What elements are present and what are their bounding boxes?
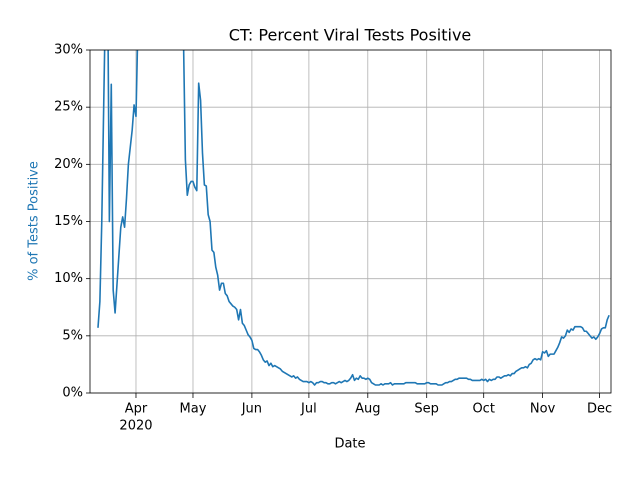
plot-area (97, 50, 610, 386)
y-axis-label: % of Tests Positive (27, 161, 42, 281)
y-tick-label: 20% (54, 157, 83, 172)
y-tick-label: 25% (54, 100, 83, 115)
x-tick-label: Sep (414, 402, 439, 417)
x-year-label: 2020 (119, 419, 152, 434)
x-tick-label: Nov (530, 402, 556, 417)
x-tick-label: Aug (355, 402, 380, 417)
x-tick-label: Dec (587, 402, 612, 417)
grid (90, 49, 611, 394)
y-tick-label: 30% (54, 43, 83, 58)
y-tick-label: 0% (62, 386, 83, 401)
y-tick-label: 5% (62, 328, 83, 343)
axis-labels: 0% 5% 10% 15% 20% 25% 30% Apr 2020 May Jun Jul Aug Se… (54, 43, 612, 434)
x-tick-label: Apr (125, 402, 148, 417)
y-tick-label: 10% (54, 271, 83, 286)
x-axis-label: Date (334, 437, 365, 452)
chart-title: CT: Percent Viral Tests Positive (229, 26, 472, 45)
x-tick-label: Jun (241, 402, 262, 417)
x-tick-label: Jul (300, 402, 317, 417)
data-line (97, 50, 610, 386)
y-tick-label: 15% (54, 214, 83, 229)
x-tick-label: Oct (472, 402, 494, 417)
x-tick-label: May (180, 402, 207, 417)
